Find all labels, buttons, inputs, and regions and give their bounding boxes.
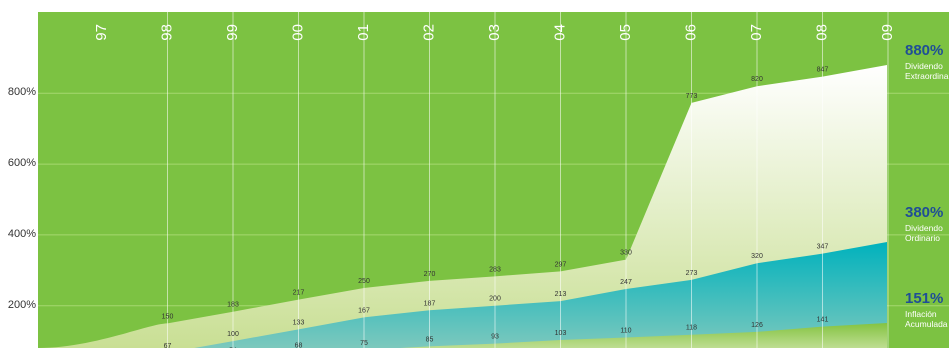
data-label: 213 [555, 291, 567, 298]
data-label: 247 [620, 279, 632, 286]
data-label: 847 [817, 67, 829, 74]
x-tick-label: 03 [486, 24, 503, 41]
data-label: 773 [686, 93, 698, 100]
data-label: 68 [295, 342, 303, 348]
x-tick-label: 05 [617, 24, 634, 41]
data-label: 200 [489, 296, 501, 303]
legend-label: Dividendo Ordinario [905, 223, 943, 243]
data-label: 320 [751, 253, 763, 260]
x-tick-label: 00 [290, 24, 307, 41]
data-label: 150 [162, 313, 174, 320]
data-label: 273 [686, 270, 698, 277]
data-label: 167 [358, 307, 370, 314]
area-inflacion-acumulada [38, 323, 887, 348]
legend-extraordinario: 880% Dividendo Extraordinario [905, 43, 949, 82]
data-label: 93 [491, 334, 499, 341]
data-label: 85 [426, 336, 434, 343]
data-label: 297 [555, 261, 567, 268]
data-label: 187 [424, 300, 436, 307]
legend-inflacion: 151% Inflación Acumulada [905, 291, 949, 330]
data-labels: 3315018321725027028329733077382084767100… [162, 67, 829, 348]
data-label: 75 [360, 340, 368, 347]
data-label: 100 [227, 331, 239, 338]
area-dividendo-extraordinario [38, 64, 887, 348]
data-label: 330 [620, 250, 632, 257]
x-tick-label: 01 [355, 24, 372, 41]
series-areas [38, 64, 887, 348]
legend-panel [900, 12, 949, 348]
data-label: 110 [620, 328, 631, 335]
data-label: 283 [489, 266, 501, 273]
x-tick-label: 09 [879, 24, 896, 41]
area-dividendo-ordinario [38, 241, 887, 348]
data-label: 820 [751, 76, 763, 83]
y-tick-label: 400% [7, 227, 36, 240]
data-label: 67 [164, 343, 172, 348]
x-tick-label: 07 [748, 24, 765, 41]
data-label: 126 [751, 322, 763, 329]
x-axis-ticks: 97 98 99 00 01 02 03 04 05 06 07 08 09 [93, 12, 896, 348]
data-label: 141 [817, 317, 829, 324]
data-label: 217 [293, 290, 305, 297]
x-tick-label: 98 [159, 24, 176, 41]
x-tick-label: 08 [814, 24, 831, 41]
data-label: 118 [686, 325, 697, 332]
x-tick-label: 06 [683, 24, 700, 41]
x-tick-label: 99 [224, 24, 241, 41]
legend-ordinario: 380% Dividendo Ordinario [905, 205, 949, 244]
legend-value: 151% [905, 290, 944, 307]
legend-label: Dividendo Extraordinario [905, 61, 949, 81]
y-tick-label: 800% [7, 86, 36, 99]
x-tick-label: 97 [93, 24, 110, 41]
data-label: 347 [817, 244, 829, 251]
x-tick-label: 02 [421, 24, 438, 41]
data-label: 133 [293, 319, 305, 326]
data-label: 183 [227, 302, 239, 309]
legend-label: Inflación Acumulada [905, 309, 948, 329]
data-label: 103 [555, 330, 567, 337]
y-tick-label: 200% [7, 298, 36, 311]
legend-value: 880% [905, 42, 944, 59]
data-label: 250 [358, 278, 370, 285]
legend-value: 380% [905, 204, 944, 221]
data-label: 270 [424, 271, 436, 278]
y-tick-label: 600% [7, 157, 36, 170]
x-tick-label: 04 [552, 24, 569, 41]
